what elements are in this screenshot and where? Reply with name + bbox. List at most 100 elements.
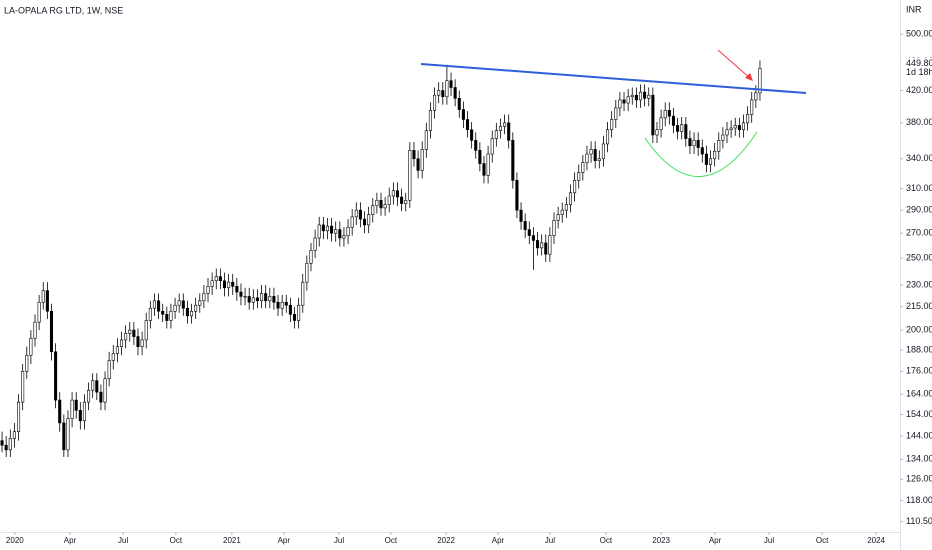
candle-body xyxy=(375,199,379,207)
candle-body xyxy=(560,209,564,215)
candle-body xyxy=(643,91,647,99)
candle-body xyxy=(338,229,342,239)
candle-body xyxy=(255,297,259,302)
x-tick-label: 2022 xyxy=(437,536,455,545)
candle-body xyxy=(729,127,733,131)
candle-body xyxy=(503,122,507,127)
candle-body xyxy=(227,281,231,289)
candle-body xyxy=(622,99,626,104)
candle-body xyxy=(330,225,334,234)
candle-body xyxy=(713,150,717,160)
candle-body xyxy=(82,401,86,422)
candle-body xyxy=(185,307,189,317)
candle-body xyxy=(218,276,222,282)
candle-body xyxy=(379,199,383,209)
y-tick-label: 230.00 xyxy=(906,279,932,289)
candle-body xyxy=(680,124,684,132)
candle-body xyxy=(717,140,721,152)
candle-body xyxy=(231,281,235,287)
candle-body xyxy=(346,226,350,236)
x-tick-label: Oct xyxy=(816,536,829,545)
candle-body xyxy=(663,110,667,119)
x-tick-label: Apr xyxy=(278,536,291,545)
candle-body xyxy=(239,291,243,297)
candle-body xyxy=(132,329,136,337)
y-tick-label: 164.00 xyxy=(906,389,932,399)
candle-body xyxy=(585,153,589,163)
candle-body xyxy=(128,329,132,334)
x-tick-label: Jul xyxy=(545,536,555,545)
candle-body xyxy=(478,150,482,164)
candle-body xyxy=(445,80,449,98)
candle-body xyxy=(552,220,556,236)
candle-body xyxy=(58,399,62,424)
candle-body xyxy=(461,109,465,120)
candle-body xyxy=(157,300,161,312)
candle-body xyxy=(202,293,206,302)
candle-body xyxy=(420,149,424,171)
candle-body xyxy=(107,360,111,380)
candle-body xyxy=(700,147,704,155)
y-tick-label: 270.00 xyxy=(906,228,932,238)
candle-body xyxy=(148,307,152,321)
candle-body xyxy=(737,125,741,131)
candle-body xyxy=(144,320,148,341)
candle-body xyxy=(470,129,474,141)
candle-body xyxy=(395,190,400,198)
candle-body xyxy=(371,205,375,215)
candle-body xyxy=(16,401,21,432)
candle-body xyxy=(321,224,325,232)
candle-body xyxy=(597,158,601,161)
y-tick-label: 118.00 xyxy=(906,495,932,505)
candle-body xyxy=(391,190,395,197)
candle-body xyxy=(317,224,321,239)
candle-body xyxy=(515,180,519,211)
candle-body xyxy=(544,242,548,255)
candle-body xyxy=(29,337,33,356)
candle-body xyxy=(95,380,99,393)
candle-body xyxy=(260,293,264,302)
candle-body xyxy=(400,196,404,204)
chart-title: LA-OPALA RG LTD, 1W, NSE xyxy=(4,5,123,15)
candle-body xyxy=(659,117,663,131)
candle-body xyxy=(33,321,37,339)
candle-body xyxy=(37,301,41,323)
candle-body xyxy=(354,209,358,218)
candle-body xyxy=(601,143,605,160)
candle-body xyxy=(725,129,729,136)
candle-body xyxy=(268,296,272,302)
x-tick-label: 2024 xyxy=(867,536,885,545)
candle-body xyxy=(564,204,568,211)
y-tick-label: 154.00 xyxy=(906,409,932,419)
candle-body xyxy=(412,150,416,160)
candle-body xyxy=(383,204,387,209)
candle-body xyxy=(540,242,544,249)
candle-body xyxy=(45,290,49,312)
x-tick-label: Apr xyxy=(64,536,77,545)
candle-body xyxy=(111,353,115,361)
candle-body xyxy=(12,431,16,439)
candle-body xyxy=(531,235,535,241)
candle-body xyxy=(408,150,412,201)
candle-body xyxy=(362,218,367,226)
candle-body xyxy=(746,114,750,124)
candle-body xyxy=(535,240,540,249)
candle-body xyxy=(688,138,692,147)
candle-body xyxy=(750,99,754,115)
arrow-line xyxy=(717,49,752,80)
candle-body xyxy=(41,290,45,303)
y-tick-label: 420.00 xyxy=(906,85,932,95)
candle-body xyxy=(66,418,70,451)
candle-body xyxy=(74,399,78,411)
candle-body xyxy=(169,310,173,321)
y-tick-label: 134.00 xyxy=(906,454,932,464)
candle-body xyxy=(437,90,441,96)
y-tick-label: 200.00 xyxy=(906,324,932,334)
candle-body xyxy=(119,339,124,347)
candle-body xyxy=(70,399,74,419)
candle-body xyxy=(507,122,511,141)
candle-body xyxy=(581,162,585,173)
x-tick-label: Jul xyxy=(764,536,774,545)
